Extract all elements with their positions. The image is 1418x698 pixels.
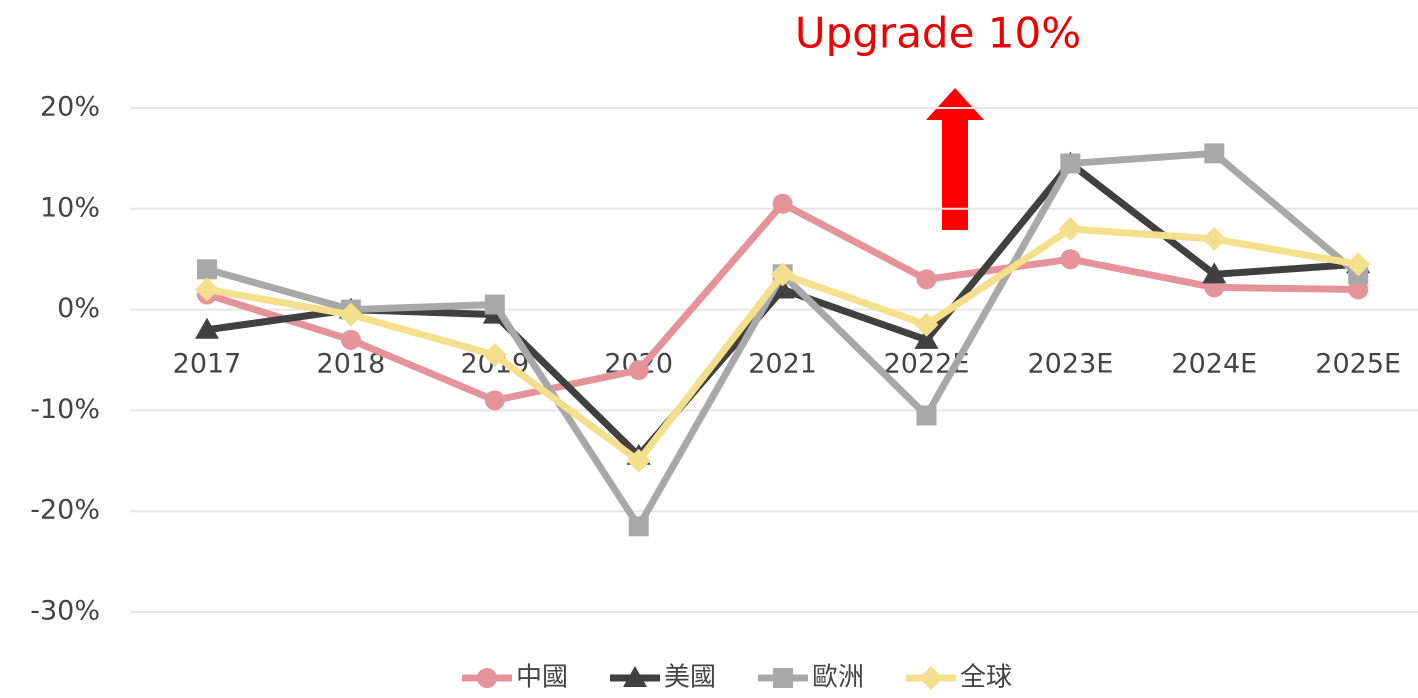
x-tick-label: 2017 (173, 349, 242, 380)
marker (1202, 227, 1227, 252)
marker (1060, 153, 1081, 174)
marker (916, 405, 937, 426)
marker (340, 329, 361, 350)
marker (626, 448, 651, 473)
y-tick-label: -10% (30, 394, 100, 425)
marker (1348, 279, 1369, 300)
x-tick-label: 2025E (1315, 349, 1401, 380)
marker (195, 317, 219, 339)
marker (1202, 262, 1227, 284)
legend-marker (773, 668, 793, 688)
marker (1204, 143, 1225, 164)
y-tick-label: 20% (40, 92, 100, 123)
marker (770, 277, 795, 299)
legend-label: 歐洲 (812, 663, 864, 693)
marker (914, 312, 939, 337)
legend-marker (623, 666, 647, 687)
marker (770, 262, 795, 287)
marker (197, 259, 217, 280)
marker (628, 360, 649, 381)
marker (482, 342, 507, 367)
marker (772, 193, 793, 214)
annotation: Upgrade 10% (795, 9, 1081, 58)
arrow (926, 88, 984, 230)
legend-label: 全球 (960, 663, 1012, 693)
y-tick-label: -30% (30, 596, 100, 627)
y-tick-label: 10% (40, 192, 100, 223)
y-tick-label: -20% (30, 495, 100, 526)
legend-label: 美國 (664, 663, 716, 693)
legend-marker (919, 666, 943, 690)
marker (914, 327, 939, 349)
marker (1060, 249, 1081, 270)
legend-label: 中國 (516, 663, 568, 693)
marker (484, 294, 505, 315)
x-tick-label: 2018 (317, 349, 386, 380)
x-tick-label: 2021 (748, 349, 817, 380)
marker (484, 390, 505, 411)
marker (195, 277, 219, 302)
legend-marker (477, 668, 497, 688)
x-tick-label: 2024E (1171, 349, 1257, 380)
y-tick-label: 0% (57, 293, 100, 324)
marker (338, 302, 363, 327)
marker (1346, 252, 1371, 277)
marker (1058, 216, 1083, 241)
marker (916, 269, 937, 290)
marker (628, 516, 649, 537)
x-tick-label: 2023E (1028, 349, 1114, 380)
